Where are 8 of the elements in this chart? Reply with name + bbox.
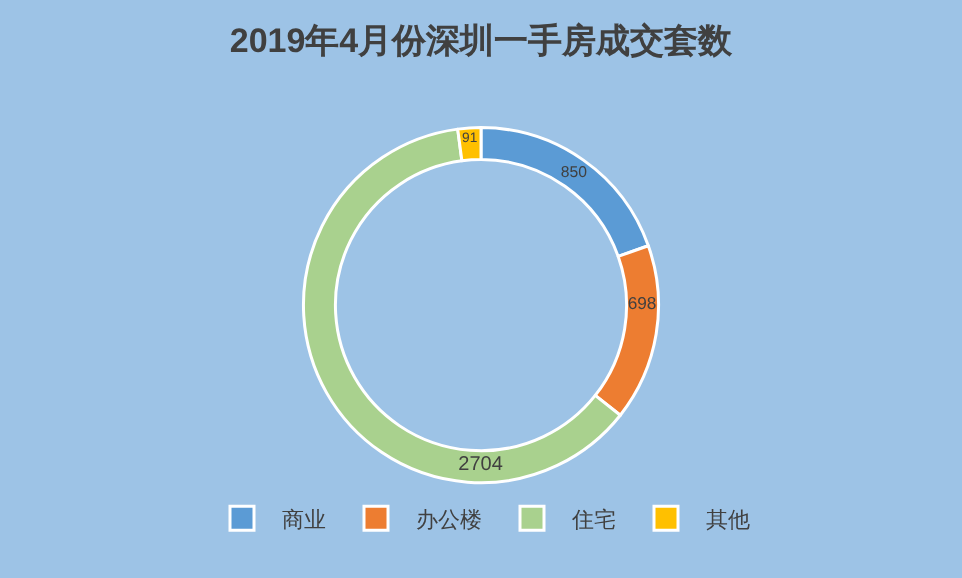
data-label: 850: [560, 163, 589, 182]
data-label: 698: [627, 293, 657, 314]
legend-label: 商业: [282, 506, 326, 533]
chart-title: 2019年4月份深圳一手房成交套数: [229, 22, 735, 61]
legend-label: 办公楼: [416, 506, 482, 533]
data-label: 2704: [458, 454, 504, 477]
legend-label: 住宅: [572, 506, 616, 533]
legend-label: 其他: [706, 506, 750, 533]
